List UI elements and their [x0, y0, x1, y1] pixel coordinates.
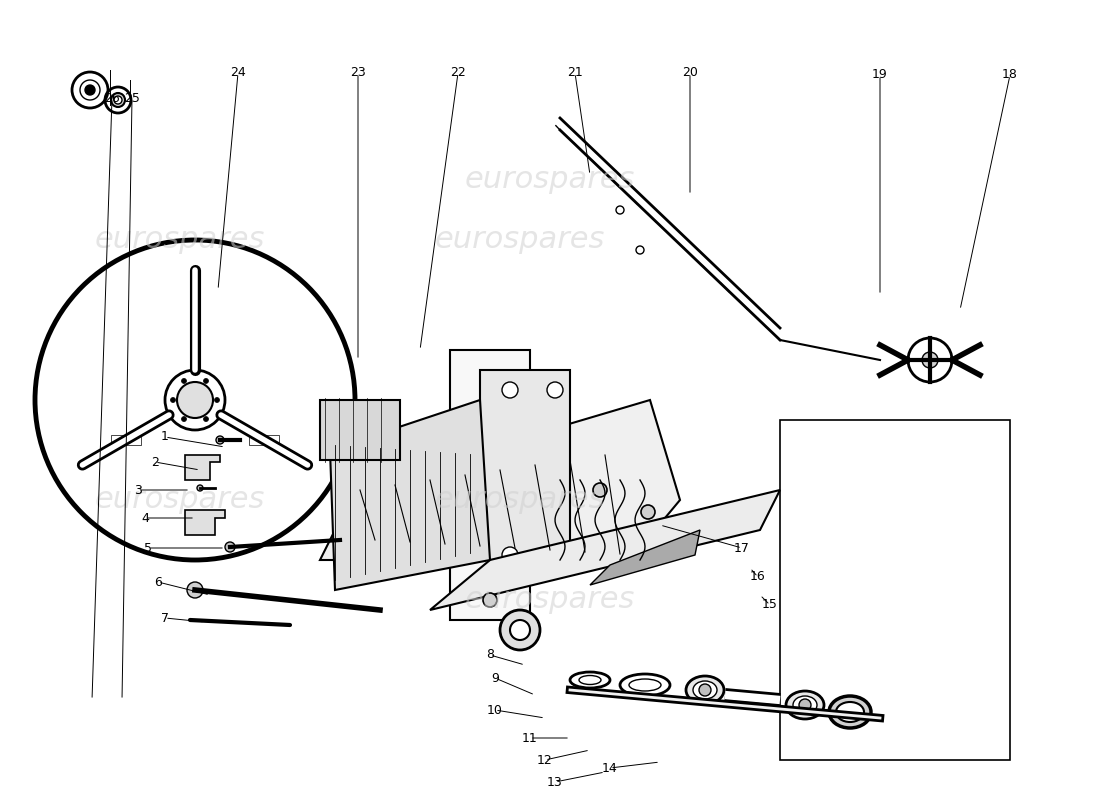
Circle shape [214, 398, 220, 402]
Text: 4: 4 [141, 511, 149, 525]
Bar [111, 435, 141, 445]
Circle shape [111, 93, 125, 107]
Text: 6: 6 [154, 575, 162, 589]
Circle shape [636, 246, 644, 254]
Text: 18: 18 [1002, 69, 1018, 82]
Polygon shape [430, 490, 780, 610]
Text: 26: 26 [104, 91, 120, 105]
Circle shape [177, 382, 213, 418]
Text: 8: 8 [486, 649, 494, 662]
Text: 3: 3 [134, 483, 142, 497]
Ellipse shape [693, 681, 717, 699]
Circle shape [547, 382, 563, 398]
Circle shape [510, 620, 530, 640]
Bar [480, 370, 570, 560]
Text: eurospares: eurospares [434, 486, 605, 514]
Ellipse shape [786, 691, 824, 719]
Text: 10: 10 [487, 703, 503, 717]
Ellipse shape [686, 676, 724, 704]
Circle shape [500, 610, 540, 650]
Bar [250, 435, 279, 445]
Circle shape [799, 699, 811, 711]
Circle shape [204, 417, 209, 422]
Ellipse shape [836, 702, 864, 722]
Circle shape [204, 378, 209, 383]
Bar [320, 400, 400, 460]
Circle shape [483, 593, 497, 607]
Text: 21: 21 [568, 66, 583, 79]
Text: eurospares: eurospares [465, 166, 635, 194]
Bar [780, 420, 1010, 760]
Circle shape [187, 582, 204, 598]
Circle shape [114, 96, 122, 104]
Text: 19: 19 [872, 69, 888, 82]
Text: 22: 22 [450, 66, 466, 79]
Circle shape [593, 483, 607, 497]
Text: 9: 9 [491, 671, 499, 685]
Circle shape [922, 352, 938, 368]
Circle shape [216, 436, 224, 444]
Circle shape [80, 80, 100, 100]
Circle shape [641, 505, 654, 519]
Text: 17: 17 [734, 542, 750, 554]
Circle shape [547, 547, 563, 563]
Circle shape [226, 542, 235, 552]
Circle shape [182, 378, 187, 383]
Text: 13: 13 [547, 775, 563, 789]
Polygon shape [330, 400, 490, 590]
Text: 16: 16 [750, 570, 766, 583]
Text: 7: 7 [161, 611, 169, 625]
Circle shape [698, 684, 711, 696]
Text: 5: 5 [144, 542, 152, 554]
Text: 1: 1 [161, 430, 169, 443]
Text: eurospares: eurospares [465, 586, 635, 614]
Polygon shape [450, 350, 530, 620]
Polygon shape [590, 530, 700, 585]
Text: eurospares: eurospares [434, 226, 605, 254]
Circle shape [197, 485, 204, 491]
Circle shape [182, 417, 187, 422]
Circle shape [616, 206, 624, 214]
Polygon shape [185, 510, 226, 535]
Text: 20: 20 [682, 66, 697, 79]
Text: 14: 14 [602, 762, 618, 774]
Text: 12: 12 [537, 754, 553, 766]
Text: 15: 15 [762, 598, 778, 611]
Text: 24: 24 [230, 66, 246, 79]
Circle shape [170, 398, 176, 402]
Text: 23: 23 [350, 66, 366, 79]
Circle shape [502, 547, 518, 563]
Ellipse shape [829, 696, 871, 728]
Text: 2: 2 [151, 455, 158, 469]
Text: 11: 11 [522, 731, 538, 745]
Circle shape [85, 85, 95, 95]
Text: 25: 25 [124, 91, 140, 105]
Ellipse shape [793, 696, 817, 714]
Polygon shape [185, 455, 220, 480]
Polygon shape [320, 400, 680, 560]
Text: eurospares: eurospares [95, 226, 265, 254]
Circle shape [502, 382, 518, 398]
Text: eurospares: eurospares [95, 486, 265, 514]
